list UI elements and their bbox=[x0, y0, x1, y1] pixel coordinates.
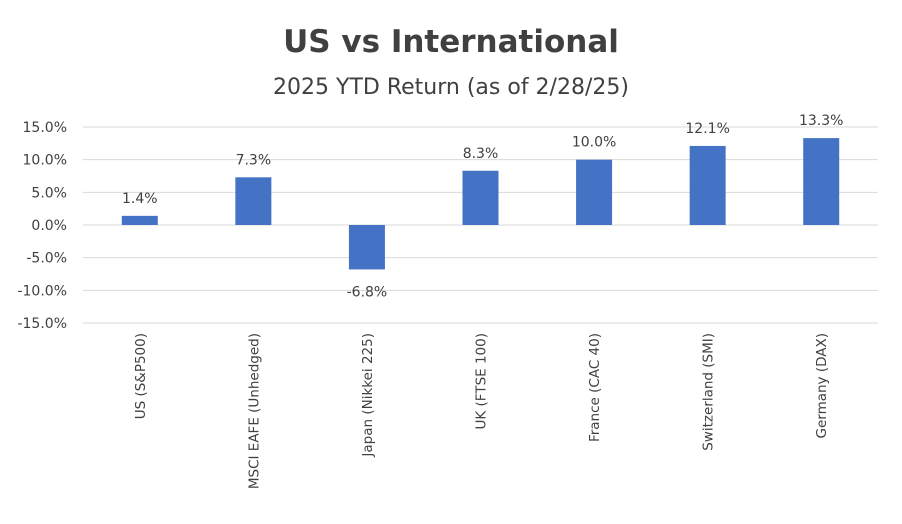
y-tick-label: -5.0% bbox=[26, 251, 67, 267]
bar bbox=[576, 159, 613, 225]
bar bbox=[803, 138, 840, 225]
x-category-label: Japan (Nikkei 225) bbox=[360, 333, 376, 458]
data-label: 7.3% bbox=[236, 152, 272, 168]
data-label: 10.0% bbox=[572, 135, 616, 151]
x-axis-category-labels: US (S&P500) MSCI EAFE (Unhedged) Japan (Ni… bbox=[133, 333, 830, 489]
x-category-label: Germany (DAX) bbox=[814, 333, 830, 439]
data-label: -6.8% bbox=[347, 284, 388, 300]
bar bbox=[689, 145, 726, 225]
data-label: 13.3% bbox=[799, 113, 843, 129]
bar bbox=[348, 225, 385, 270]
y-tick-label: -10.0% bbox=[17, 283, 67, 299]
x-category-label: UK (FTSE 100) bbox=[474, 333, 490, 430]
bars bbox=[121, 138, 840, 270]
x-category-label: France (CAC 40) bbox=[587, 333, 603, 442]
bar bbox=[121, 215, 158, 225]
chart-subtitle: 2025 YTD Return (as of 2/28/25) bbox=[273, 75, 629, 100]
data-label: 12.1% bbox=[685, 121, 729, 137]
y-axis-tick-labels: 15.0% 10.0% 5.0% 0.0% -5.0% -10.0% -15.0% bbox=[17, 120, 67, 332]
x-category-label: MSCI EAFE (Unhedged) bbox=[246, 333, 262, 489]
y-tick-label: 0.0% bbox=[31, 218, 67, 234]
y-tick-label: 10.0% bbox=[23, 153, 67, 169]
x-category-label: US (S&P500) bbox=[133, 333, 149, 419]
data-label: 8.3% bbox=[463, 146, 499, 162]
data-labels: 1.4% 7.3% -6.8% 8.3% 10.0% 12.1% 13.3% bbox=[122, 113, 843, 300]
bar bbox=[462, 170, 499, 225]
y-tick-label: 5.0% bbox=[31, 185, 67, 201]
data-label: 1.4% bbox=[122, 191, 158, 207]
chart-title: US vs International bbox=[283, 24, 619, 60]
bar bbox=[235, 177, 272, 225]
y-tick-label: 15.0% bbox=[23, 120, 67, 136]
x-category-label: Switzerland (SMI) bbox=[701, 333, 717, 451]
y-tick-label: -15.0% bbox=[17, 316, 67, 332]
